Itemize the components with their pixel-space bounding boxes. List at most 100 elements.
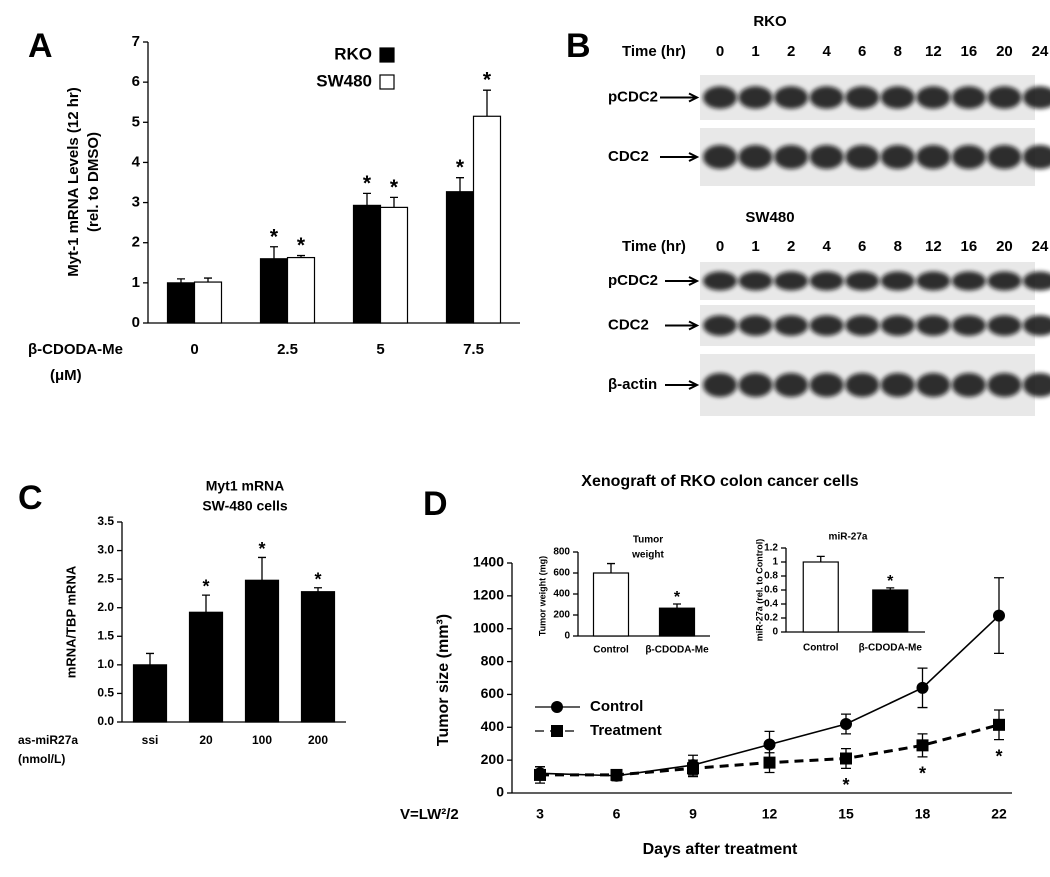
error-bar [816,555,825,562]
time-point: 0 [716,43,724,60]
y-tick-label: 0.5 [97,686,114,700]
bar [132,664,168,723]
y-tick-label: 7 [132,33,140,50]
blot-row-label: CDC2 [608,316,649,333]
y-axis-label: Tumor weight (mg) [537,556,547,636]
blot-band [951,373,986,397]
panel-label: C [18,479,43,517]
blot-band [809,315,844,336]
blot-band [1023,86,1050,109]
x-tick-label: 15 [838,806,854,822]
time-point: 20 [996,238,1013,255]
significance-star: * [270,225,279,248]
blot-band [809,145,844,169]
blot-arrow [660,152,700,162]
y-tick-label: 0 [564,631,570,642]
bar [379,206,409,324]
data-point [610,768,623,781]
y-tick-label: 0.2 [764,613,778,624]
x-tick-label: 5 [376,341,384,358]
blot-band [809,373,844,397]
blot-band [738,86,773,109]
blot-band [774,373,809,397]
blot-band [880,315,915,336]
error-bar [483,89,491,117]
significance-star: * [390,176,399,199]
blot-band [738,271,773,291]
blot-band [703,315,737,336]
error-bar [258,556,266,581]
x-tick-label: 22 [991,806,1007,822]
blot-band [809,86,844,109]
time-point: 12 [925,238,942,255]
chart-title: Myt1 mRNA [206,478,285,494]
data-point [840,718,852,730]
y-tick-label: 800 [481,652,505,668]
blot-arrow [665,276,700,286]
error-bar [390,196,398,208]
blot-band [880,271,915,291]
time-label: Time (hr) [622,238,686,255]
blot-band [951,145,986,169]
bar [286,256,316,324]
panel-label: D [423,485,448,523]
blot-band [703,86,737,109]
chart-title: Tumor [633,535,663,546]
time-point: 2 [787,238,795,255]
time-point: 12 [925,43,942,60]
significance-star: * [842,775,849,795]
error-bar [270,246,278,259]
significance-star: * [363,172,372,195]
time-point: 16 [961,43,978,60]
blot-band [845,86,880,109]
significance-star: * [674,589,681,606]
bar [872,589,909,633]
blot-band [738,373,773,397]
x-tick-label: 20 [199,733,213,747]
blot-band [1023,271,1050,291]
x-axis-label: (μM) [50,367,82,384]
time-point: 4 [822,238,831,255]
y-tick-label: 1 [772,557,778,568]
y-tick-label: 2.5 [97,571,114,585]
y-tick-label: 400 [553,589,570,600]
x-tick-label: 200 [308,733,328,747]
significance-star: * [314,569,321,589]
data-point [687,762,699,775]
y-tick-label: 0.4 [764,599,778,610]
time-point: 8 [894,43,902,60]
data-point [840,752,852,765]
y-axis-label: mRNA/TBP mRNA [63,565,78,678]
blot-band [703,145,737,169]
y-tick-label: 1.0 [97,657,114,671]
y-tick-label: 3 [132,194,140,211]
data-point [916,681,929,694]
legend-label: Control [590,698,643,715]
x-tick-label: 18 [915,806,931,822]
bar [472,115,502,324]
error-bar [297,254,305,258]
x-axis-label: (nmol/L) [18,752,65,766]
y-tick-label: 0 [772,627,778,638]
data-point [534,768,546,781]
blot-band [916,145,951,169]
x-tick-label: 9 [689,806,697,822]
x-tick-label: ssi [142,733,159,747]
blot-row-label: pCDC2 [608,272,658,289]
blot-row-label: pCDC2 [608,88,658,105]
blot-band [774,315,809,336]
time-point: 4 [822,43,831,60]
x-tick-label: 12 [762,806,778,822]
significance-star: * [887,573,894,590]
panel-label: A [28,27,53,65]
bar [352,204,382,324]
panel-label: B [566,27,591,65]
y-tick-label: 1400 [473,554,504,570]
error-bar [886,587,895,590]
data-point [993,718,1005,731]
blot-band [1023,145,1050,169]
blot-band [916,86,951,109]
blot-row-label: β-actin [608,376,657,393]
y-tick-label: 800 [553,547,570,558]
blot-band [703,271,737,291]
